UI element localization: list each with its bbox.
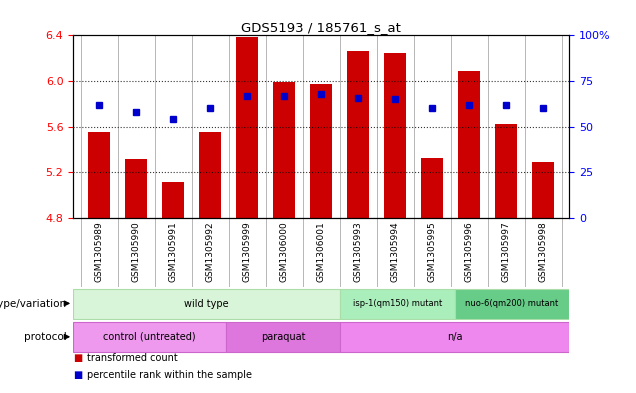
Text: paraquat: paraquat [261,332,305,342]
Bar [384,53,406,218]
Text: protocol: protocol [24,332,67,342]
Text: GSM1305998: GSM1305998 [539,222,548,282]
Text: GSM1306001: GSM1306001 [317,222,326,282]
Bar [347,51,370,218]
Text: genotype/variation: genotype/variation [0,299,67,309]
Text: nuo-6(qm200) mutant: nuo-6(qm200) mutant [466,299,558,308]
Text: GSM1305997: GSM1305997 [502,222,511,282]
Bar [532,162,555,218]
Bar [236,37,258,218]
Text: GSM1305993: GSM1305993 [354,222,363,282]
Text: wild type: wild type [184,299,229,309]
Text: ■: ■ [73,370,83,380]
Text: transformed count: transformed count [87,353,178,363]
Text: GSM1305995: GSM1305995 [428,222,437,282]
Text: GSM1305994: GSM1305994 [391,222,399,282]
Bar [273,82,295,218]
Bar [495,125,518,218]
Text: GSM1306000: GSM1306000 [280,222,289,282]
Text: percentile rank within the sample: percentile rank within the sample [87,370,252,380]
Bar [421,158,443,218]
Text: GSM1305996: GSM1305996 [465,222,474,282]
Title: GDS5193 / 185761_s_at: GDS5193 / 185761_s_at [241,21,401,34]
Text: GSM1305990: GSM1305990 [132,222,141,282]
Bar [162,182,184,218]
Bar [125,159,147,218]
Text: n/a: n/a [447,332,462,342]
Text: GSM1305992: GSM1305992 [205,222,214,282]
Bar [88,132,110,218]
Bar [199,132,221,218]
Text: ■: ■ [73,353,83,363]
Text: isp-1(qm150) mutant: isp-1(qm150) mutant [353,299,442,308]
Bar [73,288,340,319]
Bar [73,322,226,352]
Bar [340,288,455,319]
Text: GSM1305999: GSM1305999 [243,222,252,282]
Bar [458,71,480,218]
Bar [340,322,569,352]
Bar [310,84,332,218]
Bar [455,288,569,319]
Text: GSM1305989: GSM1305989 [95,222,104,282]
Text: GSM1305991: GSM1305991 [169,222,177,282]
Text: control (untreated): control (untreated) [103,332,196,342]
Bar [226,322,340,352]
